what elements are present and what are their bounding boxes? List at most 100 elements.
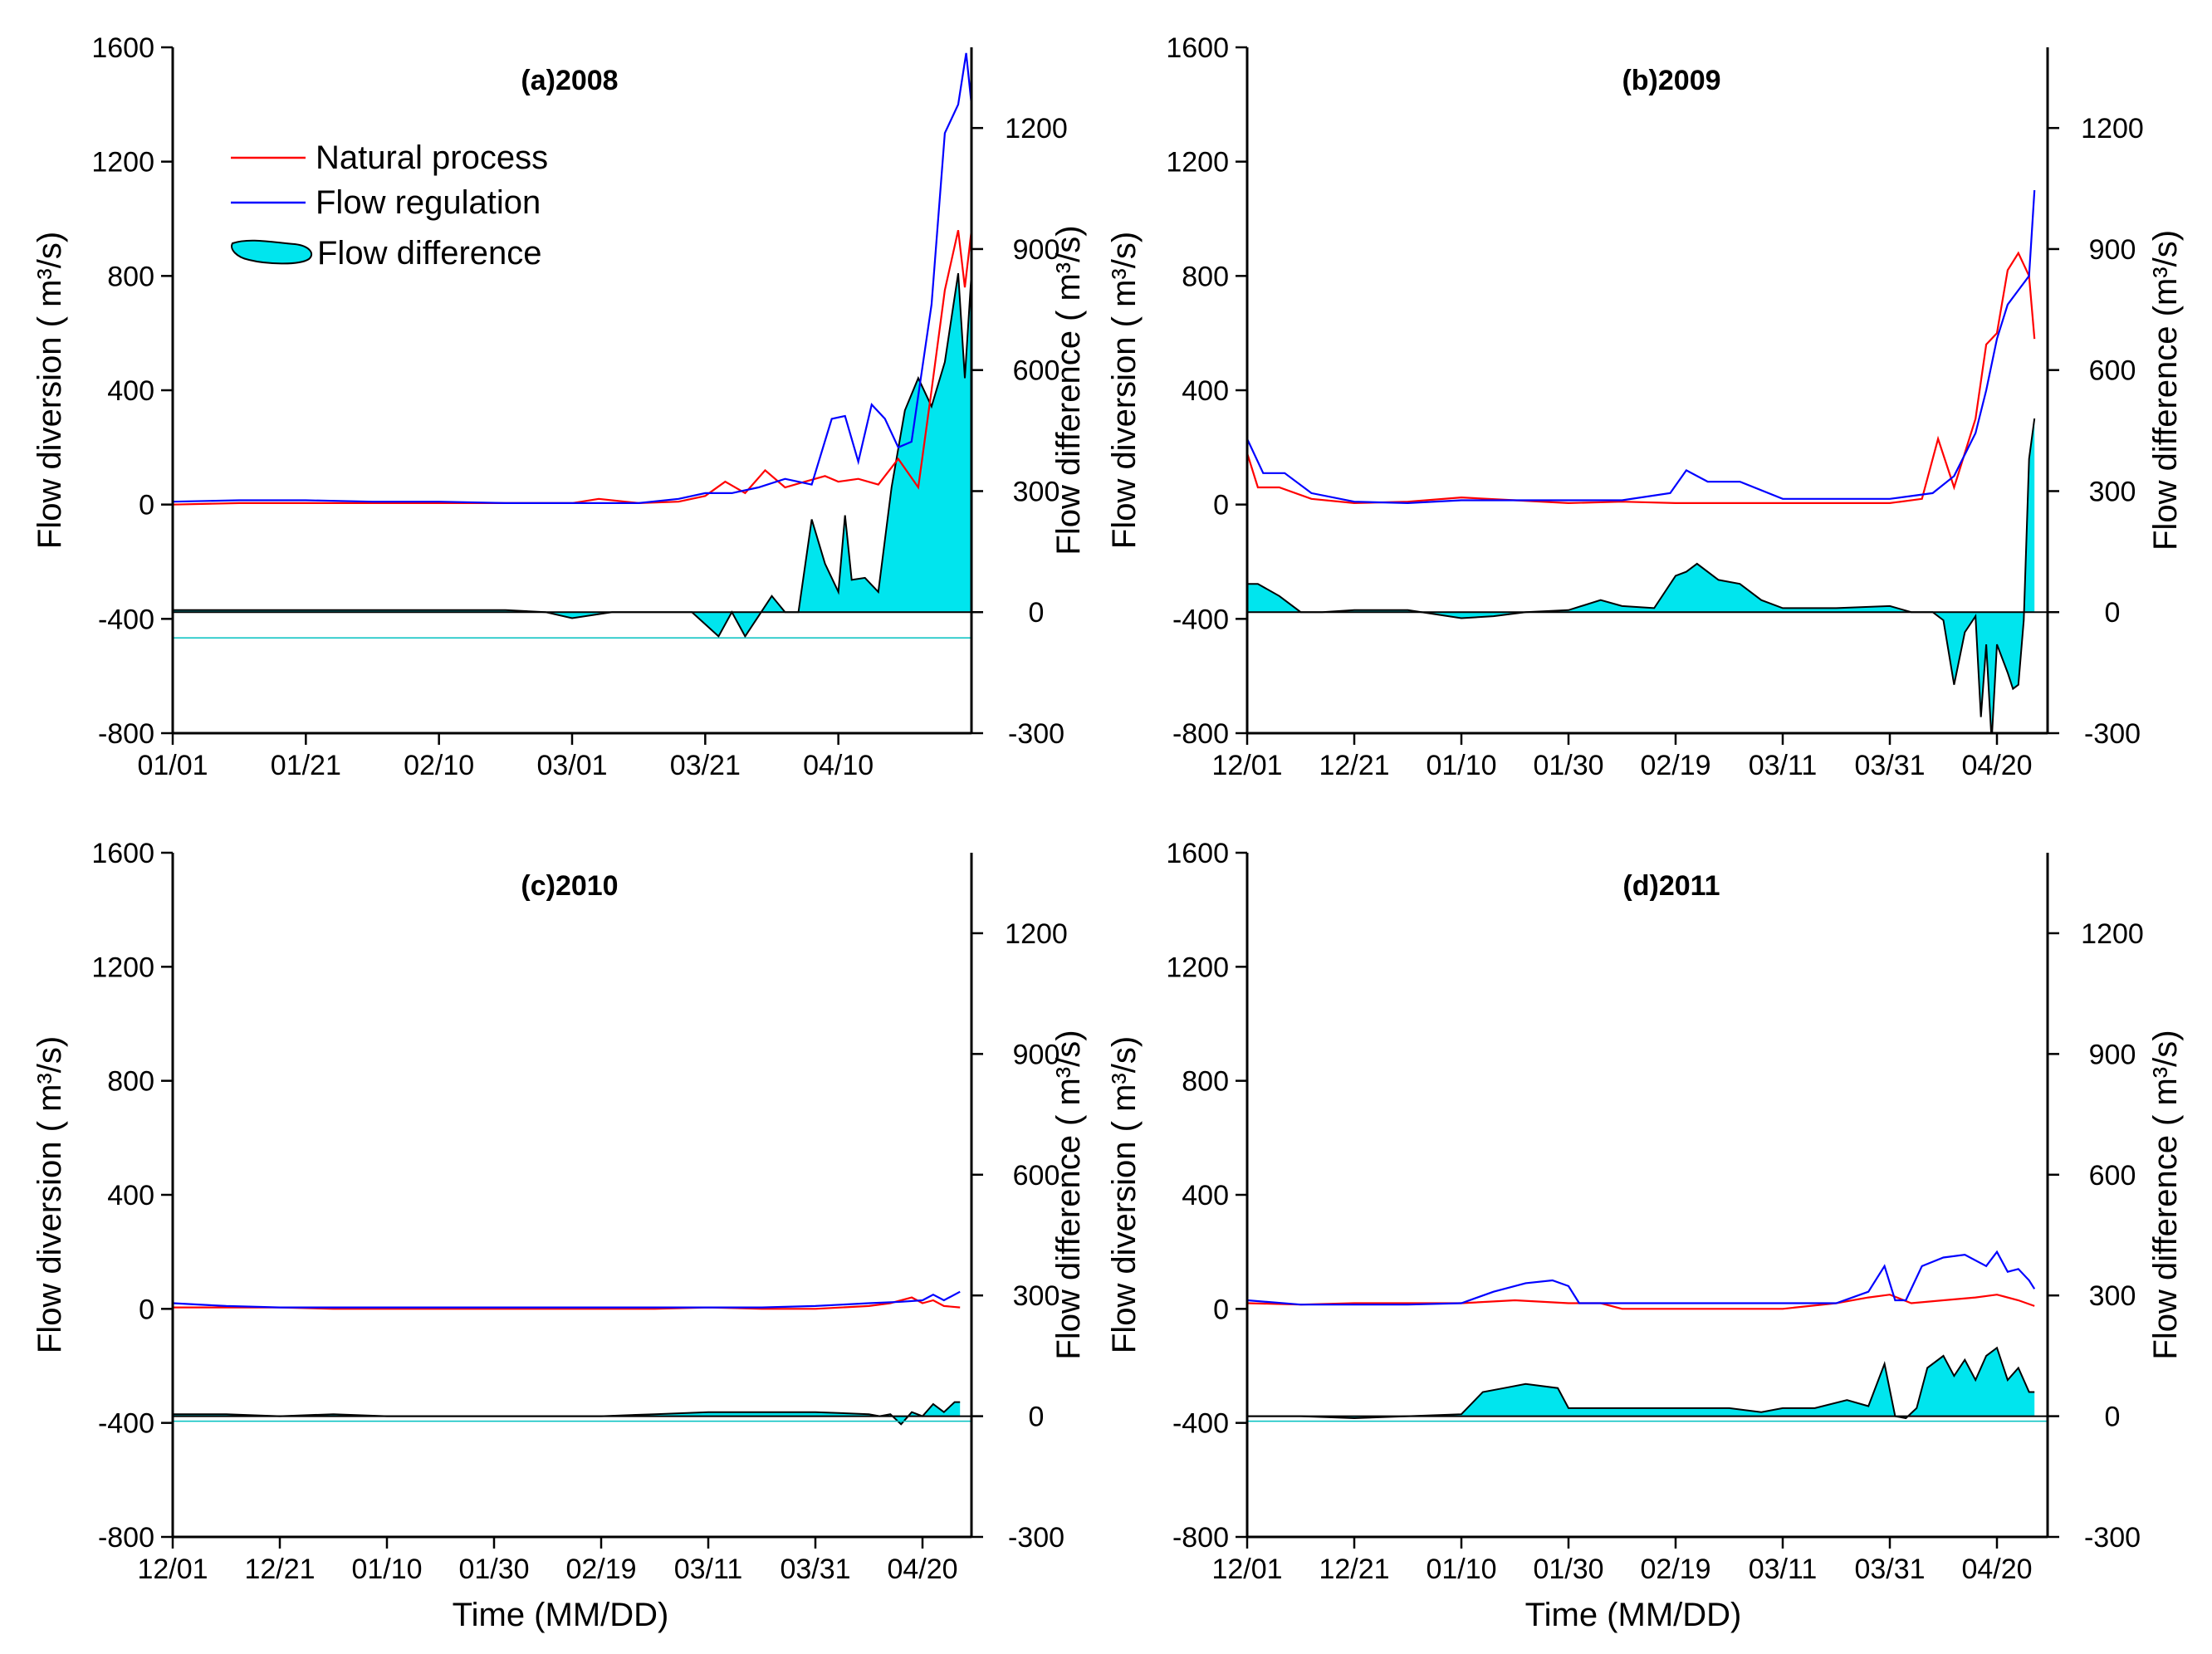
right-tick-label: 600 xyxy=(1013,355,1060,387)
panel-title: (c)2010 xyxy=(521,870,618,902)
left-tick-label: -400 xyxy=(1172,604,1229,635)
plot-area xyxy=(173,1290,971,1426)
left-tick-label: 800 xyxy=(107,1066,154,1098)
x-tick-label: 04/20 xyxy=(1961,1554,2032,1585)
panel-d: -800 -400 0 400 800 1200 1600 -300 0 300 600 900 120… xyxy=(1106,838,2184,1585)
left-tick-label: 0 xyxy=(1213,490,1229,521)
right-tick-label: 300 xyxy=(1013,1280,1060,1312)
left-tick-label: -400 xyxy=(98,604,154,635)
panel-title: (b)2009 xyxy=(1622,65,1720,96)
right-tick-label: 1200 xyxy=(1005,918,1068,950)
right-tick-label: 300 xyxy=(1013,476,1060,507)
x-tick-label: 01/30 xyxy=(1533,750,1603,781)
legend: Natural process Flow regulation Flow diffe… xyxy=(231,139,548,272)
right-tick-label: 1200 xyxy=(2081,918,2144,950)
left-tick-label: 1200 xyxy=(91,952,154,983)
panel-title: (a)2008 xyxy=(521,65,618,96)
flow-regulation-line xyxy=(1247,1250,2036,1306)
x-tick-label: 12/21 xyxy=(1319,1554,1389,1585)
right-axis-label: Flow difference ( m³/s) xyxy=(2147,1030,2184,1359)
left-tick-label: 400 xyxy=(1182,1180,1229,1211)
x-tick-label: 12/21 xyxy=(1319,750,1389,781)
left-tick-label: 0 xyxy=(139,490,154,521)
x-tick-label: 04/20 xyxy=(887,1554,957,1585)
x-tick-label: 02/19 xyxy=(1640,750,1710,781)
left-tick-label: 800 xyxy=(1182,1066,1229,1098)
right-tick-label: 300 xyxy=(2089,476,2136,507)
x-tick-label: 03/11 xyxy=(1749,750,1818,781)
x-tick-label: 12/01 xyxy=(1211,1554,1282,1585)
x-tick-label: 03/01 xyxy=(536,750,607,781)
left-tick-label: -400 xyxy=(98,1408,154,1440)
panel-title: (d)2011 xyxy=(1622,870,1720,902)
legend-natural-label: Natural process xyxy=(316,139,548,176)
right-tick-label: -300 xyxy=(2084,718,2141,750)
left-axis-label: Flow diversion ( m³/s) xyxy=(1106,232,1143,549)
left-axis-label: Flow diversion ( m³/s) xyxy=(32,1036,68,1353)
left-tick-label: 0 xyxy=(139,1294,154,1325)
left-tick-label: 1200 xyxy=(1166,952,1229,983)
natural-process-line xyxy=(1247,1294,2035,1310)
x-tick-label: 01/10 xyxy=(1426,750,1496,781)
left-tick-label: 400 xyxy=(1182,375,1229,407)
legend-difference-label: Flow difference xyxy=(317,235,542,272)
flow-difference-area xyxy=(173,273,971,637)
right-tick-label: 0 xyxy=(1029,597,1045,629)
flow-difference-outline xyxy=(1247,418,2036,733)
panel-a: -800 -400 0 400 800 1200 1600 -300 0 300 600 900 120… xyxy=(32,32,1087,781)
x-tick-label: 02/10 xyxy=(404,750,474,781)
left-tick-label: 0 xyxy=(1213,1294,1229,1325)
x-tick-label: 03/11 xyxy=(674,1554,743,1585)
right-tick-label: 600 xyxy=(1013,1160,1060,1192)
natural-process-line xyxy=(173,230,971,506)
left-tick-label: 800 xyxy=(1182,261,1229,292)
left-axis-label: Flow diversion ( m³/s) xyxy=(32,232,68,549)
x-tick-label: 03/31 xyxy=(1854,1554,1925,1585)
right-tick-label: 600 xyxy=(2089,355,2136,387)
right-axis-label: Flow difference ( m³/s) xyxy=(1050,1030,1087,1359)
natural-process-line xyxy=(1247,251,2036,505)
left-tick-label: -800 xyxy=(98,718,154,750)
xlabel-bottom-left: Time (MM/DD) xyxy=(453,1597,669,1633)
right-tick-label: 600 xyxy=(2089,1160,2136,1192)
right-tick-label: 300 xyxy=(2089,1280,2136,1312)
left-tick-label: 1600 xyxy=(91,32,154,64)
x-tick-label: 02/19 xyxy=(1640,1554,1710,1585)
legend-difference-swatch xyxy=(231,239,313,265)
x-tick-label: 12/01 xyxy=(137,1554,208,1585)
left-tick-label: -800 xyxy=(98,1522,154,1554)
left-tick-label: -800 xyxy=(1172,718,1229,750)
legend-regulation-label: Flow regulation xyxy=(316,184,541,221)
left-tick-label: 800 xyxy=(107,261,154,292)
flow-difference-area xyxy=(1247,1348,2035,1418)
right-tick-label: 900 xyxy=(1013,1039,1060,1070)
x-tick-label: 04/20 xyxy=(1961,750,2032,781)
plot-area xyxy=(1247,1250,2048,1422)
flow-regulation-line xyxy=(1247,190,2036,505)
left-tick-label: -800 xyxy=(1172,1522,1229,1554)
left-tick-label: 1600 xyxy=(1166,32,1229,64)
left-tick-label: -400 xyxy=(1172,1408,1229,1440)
right-tick-label: 0 xyxy=(2105,597,2121,629)
x-tick-label: 03/31 xyxy=(1854,750,1925,781)
plot-area xyxy=(1247,190,2048,733)
x-tick-label: 12/21 xyxy=(244,1554,315,1585)
x-tick-label: 12/01 xyxy=(1211,750,1282,781)
right-tick-label: -300 xyxy=(1008,1522,1064,1554)
x-tick-label: 01/10 xyxy=(1426,1554,1496,1585)
x-tick-label: 02/19 xyxy=(565,1554,636,1585)
right-tick-label: 900 xyxy=(2089,1039,2136,1070)
plot-area xyxy=(173,52,971,639)
flow-difference-area xyxy=(1247,418,2035,733)
right-tick-label: 0 xyxy=(2105,1402,2121,1433)
right-tick-label: 1200 xyxy=(2081,113,2144,144)
x-tick-label: 01/30 xyxy=(458,1554,529,1585)
flow-difference-area xyxy=(173,1402,961,1425)
flow-difference-outline xyxy=(1247,1346,2035,1420)
right-tick-label: 900 xyxy=(2089,234,2136,266)
flow-regulation-line xyxy=(173,52,971,504)
x-tick-label: 03/21 xyxy=(670,750,741,781)
x-tick-label: 03/31 xyxy=(780,1554,850,1585)
x-tick-label: 01/30 xyxy=(1533,1554,1603,1585)
